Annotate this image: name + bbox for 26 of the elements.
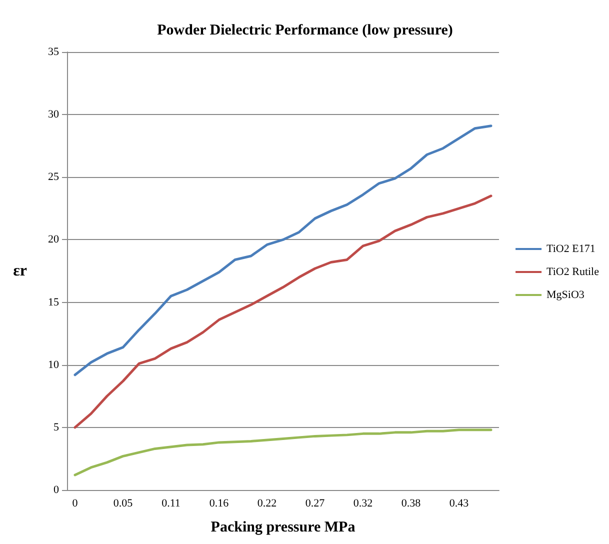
legend-label: MgSiO3 [546, 289, 585, 301]
x-tick-label: 0 [72, 498, 78, 510]
x-tick-label: 0.38 [401, 498, 422, 510]
x-tick-label: 0.27 [305, 498, 326, 510]
chart-title: Powder Dielectric Performance (low pressure) [157, 22, 453, 38]
x-tick-label: 0.11 [162, 498, 180, 510]
x-tick-label: 0.43 [449, 498, 470, 510]
x-tick-label: 0.22 [257, 498, 277, 510]
x-tick-label: 0.32 [353, 498, 373, 510]
legend-label: TiO2 Rutile [546, 266, 600, 278]
y-tick-label: 25 [48, 171, 60, 184]
line-series [74, 428, 492, 476]
y-axis-title: εr [13, 262, 27, 280]
y-tick-label: 30 [48, 108, 60, 121]
x-tick-label: 0.16 [209, 498, 230, 510]
y-tick-label: 10 [48, 358, 60, 371]
y-tick-label: 20 [48, 234, 60, 246]
x-axis-title: Packing pressure MPa [210, 520, 356, 536]
line-series [74, 194, 492, 429]
y-tick-label: 0 [54, 484, 60, 496]
legend-label: TiO2 E171 [546, 243, 596, 255]
y-tick-label: 15 [48, 296, 60, 308]
line-series [74, 124, 492, 376]
y-tick-label: 35 [48, 46, 60, 58]
x-tick-label: 0.05 [113, 498, 134, 510]
y-tick-label: 5 [54, 421, 60, 434]
